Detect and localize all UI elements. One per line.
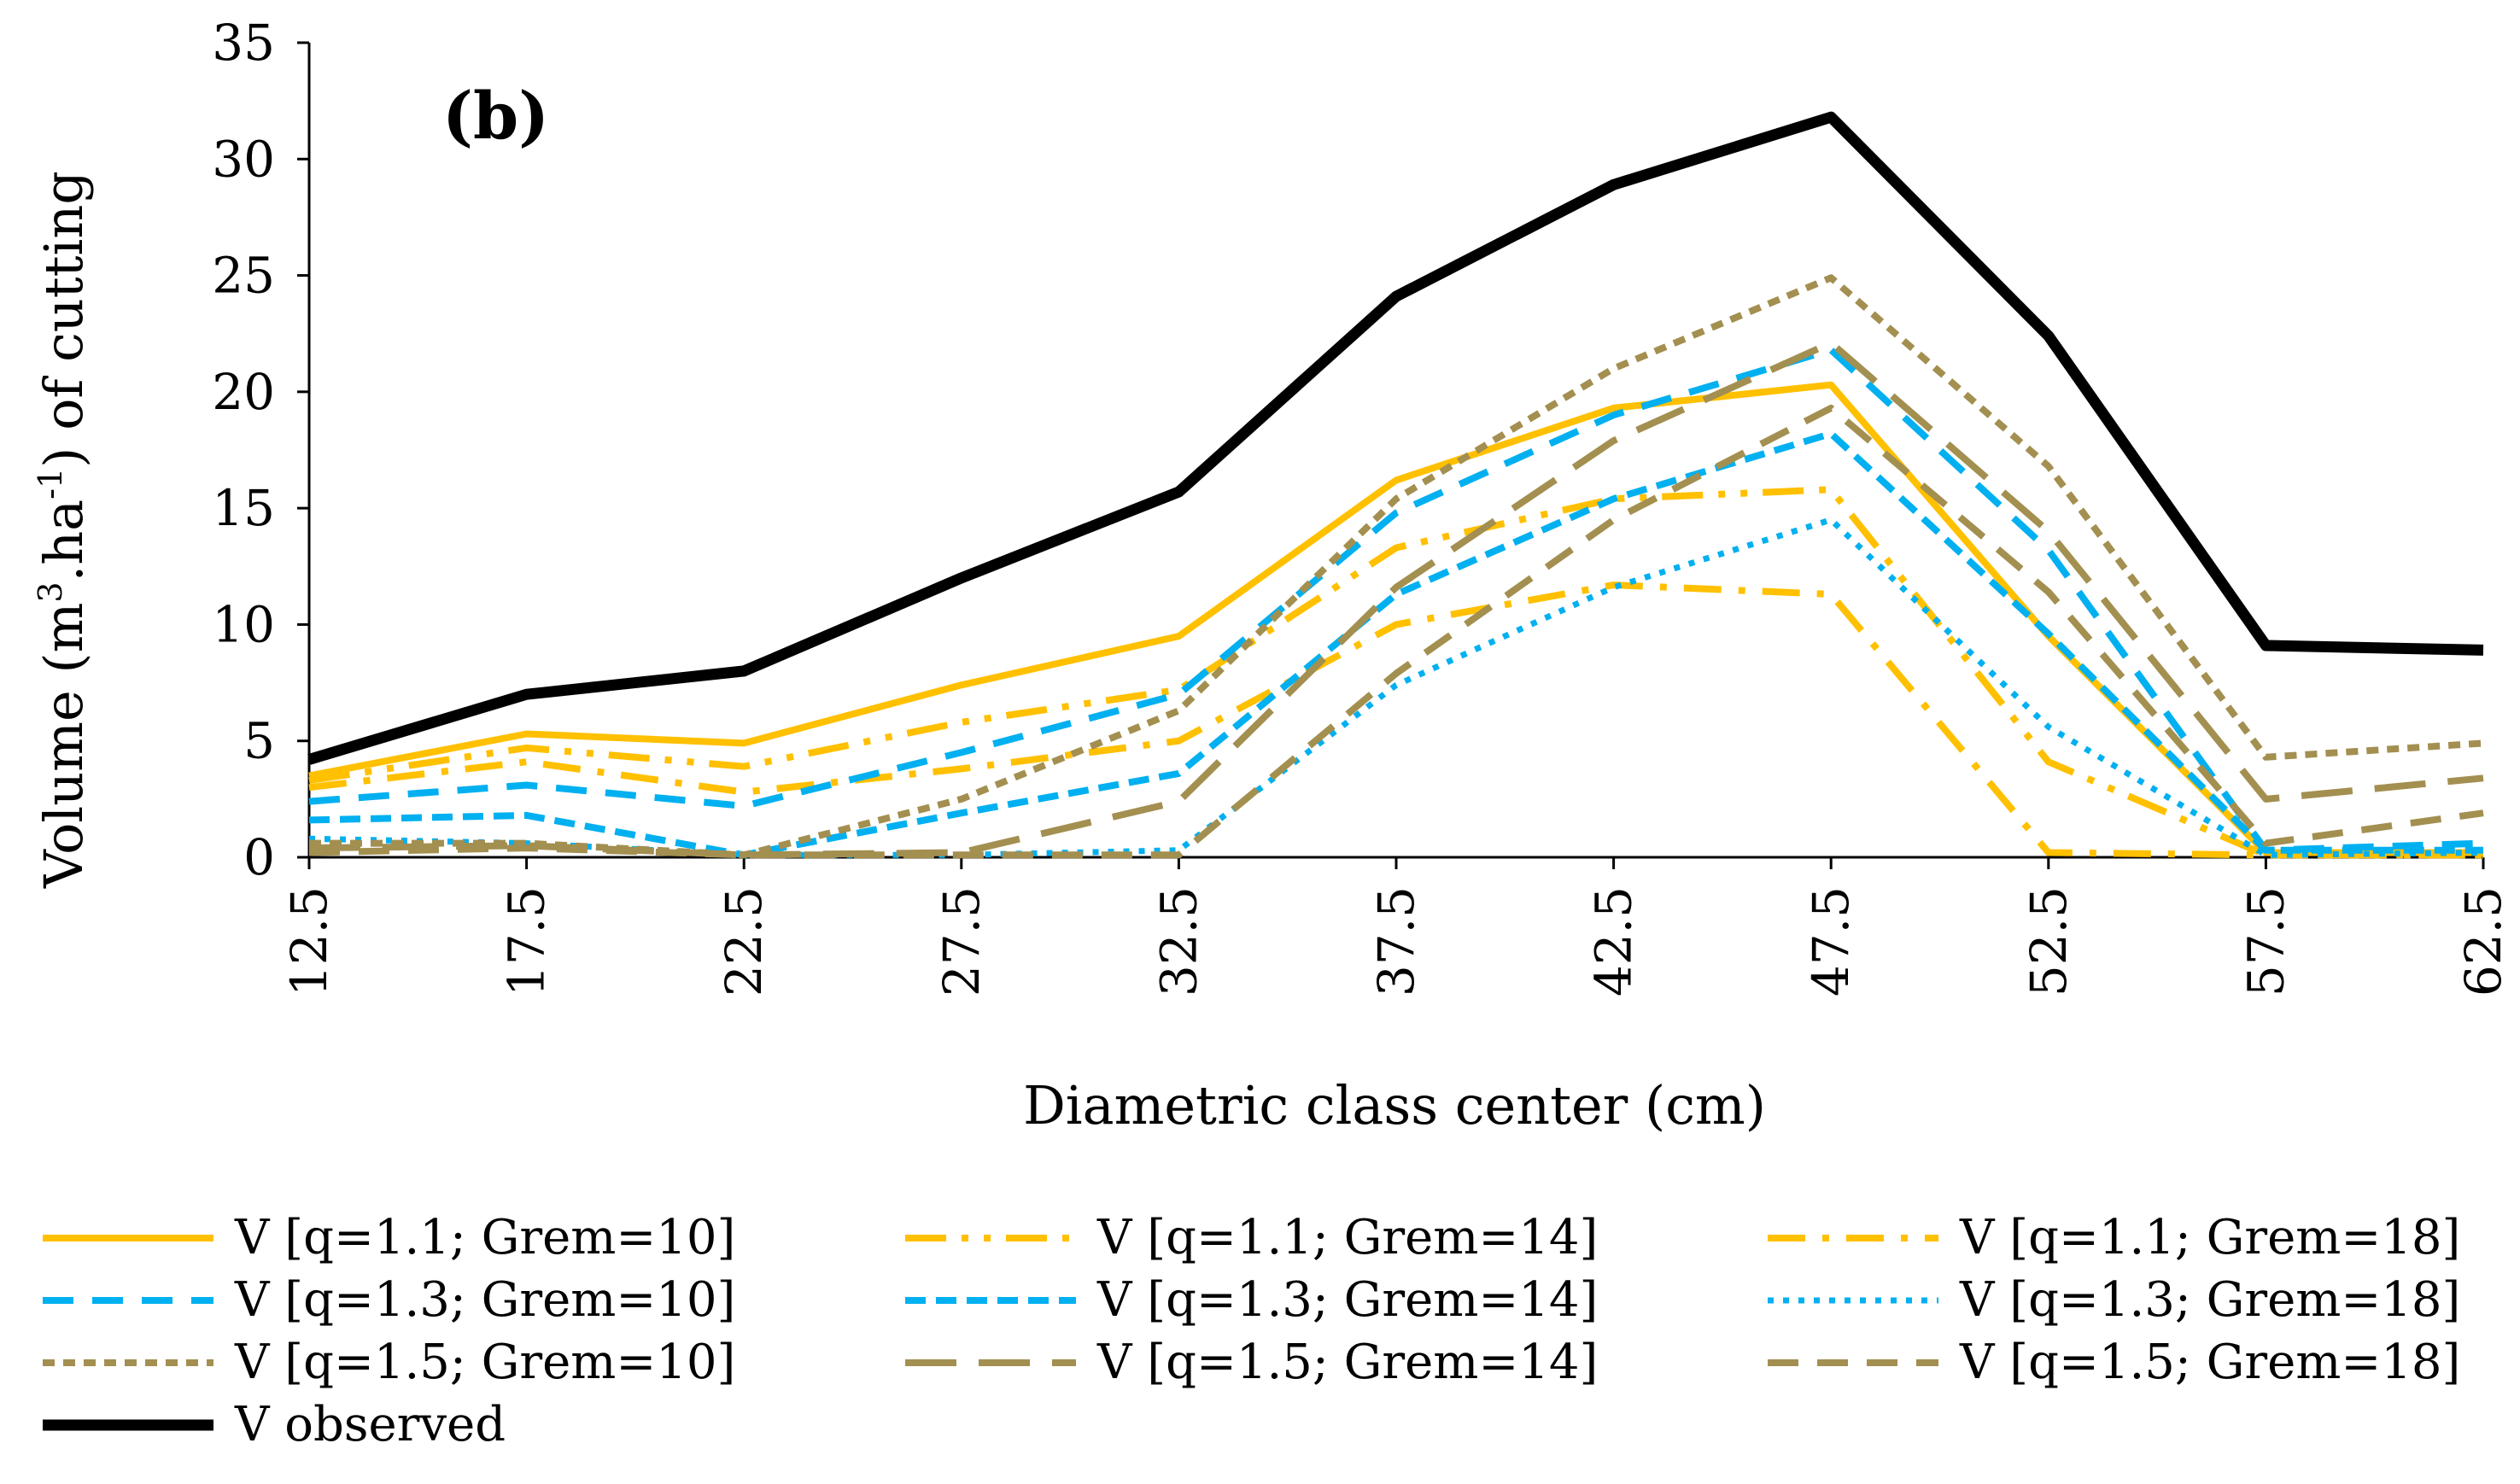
x-tick-label: 52.5 bbox=[2020, 886, 2078, 996]
x-tick-label: 22.5 bbox=[715, 886, 773, 996]
series-line-4 bbox=[308, 346, 2484, 854]
legend-label: V [q=1.3; Grem=18] bbox=[1959, 1272, 2460, 1328]
legend-label: V [q=1.1; Grem=10] bbox=[234, 1210, 735, 1265]
legend-label: V observed bbox=[234, 1397, 506, 1452]
legend-label: V [q=1.3; Grem=10] bbox=[234, 1272, 735, 1328]
legend-label: V [q=1.5; Grem=18] bbox=[1959, 1335, 2460, 1390]
series-lines bbox=[307, 111, 2484, 859]
legend-item: V [q=1.1; Grem=10] bbox=[43, 1210, 735, 1265]
legend-item: V [q=1.3; Grem=18] bbox=[1768, 1272, 2460, 1328]
x-tick-label: 32.5 bbox=[1149, 886, 1207, 996]
y-tick-label: 10 bbox=[212, 595, 275, 653]
legend: V [q=1.1; Grem=10] V [q=1.1; Grem=14] V [q… bbox=[43, 1210, 2460, 1452]
series-line-2 bbox=[308, 486, 2483, 859]
legend-item: V [q=1.5; Grem=18] bbox=[1768, 1335, 2460, 1390]
legend-item: V [q=1.5; Grem=14] bbox=[905, 1335, 1598, 1390]
x-tick-label: 47.5 bbox=[1802, 886, 1860, 996]
x-axis-title: Diametric class center (cm) bbox=[1023, 1074, 1766, 1136]
legend-label: V [q=1.5; Grem=10] bbox=[234, 1335, 735, 1390]
legend-item: V [q=1.1; Grem=18] bbox=[1768, 1210, 2460, 1265]
y-tick-label: 0 bbox=[243, 828, 275, 886]
series-line-7 bbox=[309, 274, 2484, 859]
x-tick-label: 62.5 bbox=[2454, 886, 2512, 996]
x-tick-label: 27.5 bbox=[933, 886, 991, 996]
legend-item: V [q=1.3; Grem=14] bbox=[905, 1272, 1598, 1328]
series-line-3 bbox=[308, 581, 2483, 859]
y-axis-title: Volume (m3.ha-1) of cutting bbox=[32, 171, 95, 889]
legend-label: V [q=1.3; Grem=14] bbox=[1096, 1272, 1598, 1328]
x-tick-labels: 12.5 17.5 22.5 27.5 32.5 37.5 42.5 47.5 52.5 57.5… bbox=[280, 857, 2512, 996]
legend-label: V [q=1.1; Grem=14] bbox=[1096, 1210, 1598, 1265]
y-tick-label: 25 bbox=[212, 247, 275, 305]
y-tick-label: 15 bbox=[212, 479, 275, 537]
legend-label: V [q=1.5; Grem=14] bbox=[1096, 1335, 1598, 1390]
y-tick-label: 35 bbox=[212, 14, 275, 72]
legend-item: V [q=1.1; Grem=14] bbox=[905, 1210, 1598, 1265]
y-tick-label: 20 bbox=[212, 363, 275, 421]
y-tick-labels: 0 5 10 15 20 25 30 35 bbox=[212, 14, 309, 886]
legend-item: V [q=1.5; Grem=10] bbox=[43, 1335, 735, 1390]
x-tick-label: 42.5 bbox=[1585, 886, 1643, 996]
series-line-1 bbox=[308, 381, 2483, 856]
panel-label: (b) bbox=[442, 78, 549, 154]
y-tick-label: 5 bbox=[243, 712, 275, 770]
series-line-8 bbox=[308, 339, 2484, 859]
x-tick-label: 57.5 bbox=[2236, 886, 2295, 996]
legend-item: V [q=1.3; Grem=10] bbox=[43, 1272, 735, 1328]
y-tick-label: 30 bbox=[212, 130, 275, 188]
legend-label: V [q=1.1; Grem=18] bbox=[1959, 1210, 2460, 1265]
axes bbox=[307, 43, 2483, 859]
x-tick-label: 17.5 bbox=[498, 886, 556, 996]
series-line-6 bbox=[308, 517, 2484, 858]
x-tick-label: 12.5 bbox=[280, 886, 338, 996]
x-tick-label: 37.5 bbox=[1367, 886, 1425, 996]
series-line-10 bbox=[307, 111, 2484, 765]
legend-item: V observed bbox=[43, 1397, 506, 1452]
series-line-9 bbox=[308, 404, 2484, 859]
